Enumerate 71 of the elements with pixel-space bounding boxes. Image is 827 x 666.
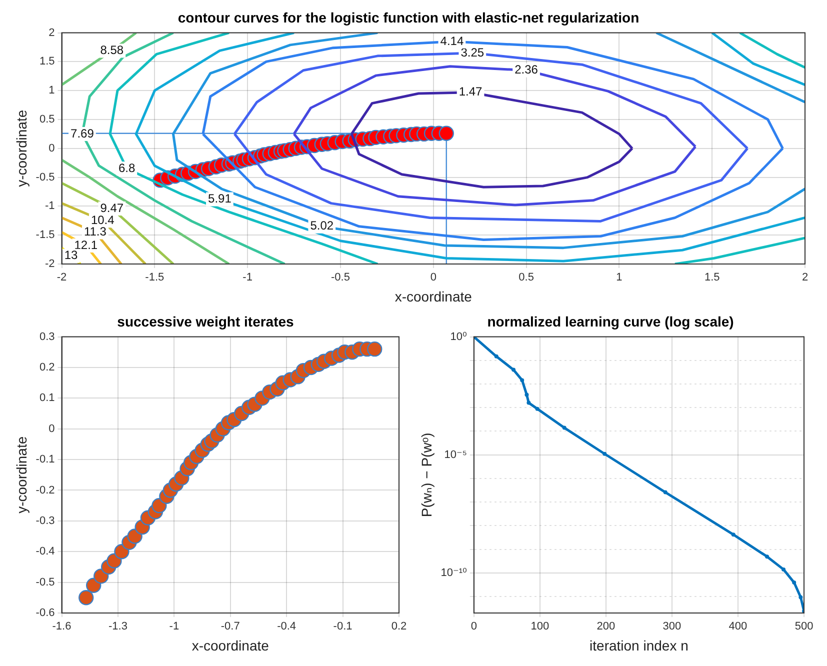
y-tick-label: -2 [44, 258, 55, 270]
y-tick-label: -0.4 [36, 546, 55, 558]
y-tick-label: -1.5 [36, 229, 55, 242]
point [765, 554, 770, 559]
y-tick-label: 0 [48, 142, 55, 154]
x-tick-label: 1.5 [704, 272, 720, 284]
x-tick-label: -1 [169, 620, 180, 633]
x-tick-label: 0 [470, 620, 477, 633]
y-tick-label: 0 [48, 422, 55, 435]
y-tick-label: 10⁰ [450, 330, 468, 343]
point [792, 580, 796, 585]
point [782, 567, 786, 572]
x-tick-label: -0.7 [220, 620, 240, 633]
y-tick-label: 10⁻¹⁰ [440, 566, 468, 579]
point [512, 368, 516, 372]
y-tick-label: 1.5 [39, 56, 55, 68]
x-tick-label: 200 [596, 620, 616, 633]
chart-title: normalized learning curve (log scale) [487, 313, 734, 330]
y-tick-label: -0.5 [36, 171, 55, 184]
point [663, 490, 668, 494]
x-tick-label: 100 [530, 620, 550, 633]
y-tick-label: -0.6 [36, 607, 55, 620]
x-tick-label: -1 [242, 272, 252, 284]
y-tick-label: 2 [48, 26, 55, 39]
point [602, 452, 607, 456]
x-tick-label: 300 [662, 620, 682, 633]
point [562, 426, 566, 430]
x-tick-label: 500 [794, 620, 814, 633]
point [494, 354, 498, 358]
x-tick-label: -1.3 [108, 620, 128, 633]
x-axis-title: x-coordinate [394, 288, 472, 304]
point [78, 590, 94, 606]
y-tick-label: -0.1 [36, 454, 55, 466]
y-tick-label: -1 [44, 200, 55, 212]
point [798, 595, 803, 600]
y-axis-title: y-coordinate [13, 110, 30, 187]
x-axis-title: x-coordinate [192, 637, 270, 654]
x-tick-label: -0.5 [330, 272, 350, 284]
series-label: 13 [64, 248, 78, 262]
point [520, 378, 524, 382]
y-tick-label: 0.1 [39, 392, 55, 404]
x-tick-label: -0.4 [277, 620, 296, 633]
y-axis-title: P(wₙ) − P(wᵒ) [418, 432, 434, 518]
y-tick-label: 0.5 [39, 114, 55, 126]
x-tick-label: -0.1 [333, 620, 352, 633]
x-tick-label: 0 [430, 272, 436, 284]
chart-title: contour curves for the logistic function with elastic-net regularization [178, 9, 640, 26]
point [535, 406, 540, 411]
y-tick-label: 0.2 [39, 362, 55, 374]
y-tick-label: 1 [48, 84, 55, 97]
y-tick-label: -0.5 [36, 576, 55, 588]
chart-title: successive weight iterates [117, 313, 294, 330]
x-tick-label: 400 [728, 620, 748, 633]
x-axis-title: iteration index n [590, 637, 688, 654]
point [731, 532, 736, 537]
point [367, 341, 382, 357]
y-axis-title: y-coordinate [13, 436, 30, 514]
point [438, 126, 454, 141]
y-tick-label: -0.2 [36, 484, 55, 496]
point [526, 400, 531, 405]
x-tick-label: 1 [616, 272, 622, 284]
y-tick-label: -0.3 [36, 514, 55, 527]
point [524, 392, 529, 397]
x-tick-label: -1.6 [52, 620, 72, 633]
x-tick-label: -2 [56, 272, 67, 284]
x-tick-label: 0.2 [391, 620, 407, 633]
y-tick-label: 0.3 [39, 330, 55, 343]
x-tick-label: 2 [802, 272, 808, 284]
x-tick-label: -1.5 [145, 272, 164, 284]
y-tick-label: 10⁻⁵ [444, 448, 467, 461]
x-tick-label: 0.5 [518, 272, 534, 284]
